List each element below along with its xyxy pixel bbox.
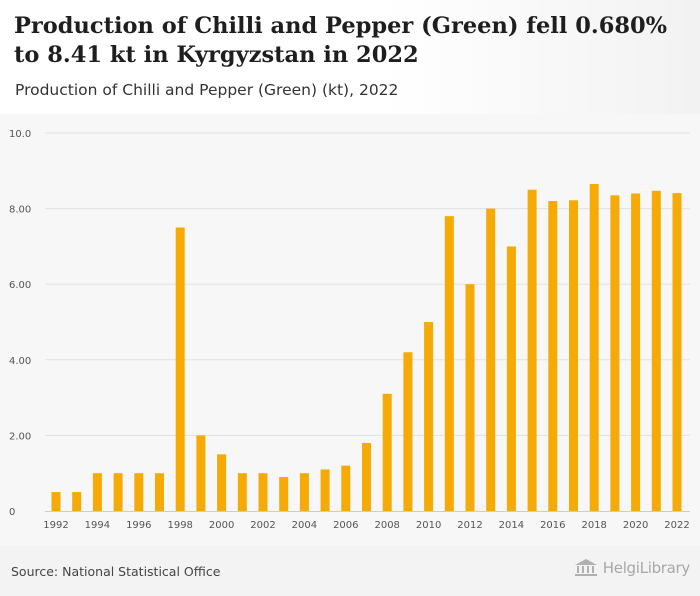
bar-2011 (444, 216, 454, 511)
bar-2017 (569, 200, 578, 511)
bars (51, 184, 682, 512)
bar-2020 (631, 193, 641, 512)
x-tick-label: 2008 (374, 520, 399, 531)
x-tick-label: 2022 (664, 520, 689, 531)
y-tick-label: 10.0 (9, 129, 31, 140)
library-building-icon (574, 559, 597, 576)
x-tick-label: 2016 (540, 520, 565, 531)
bar-chart: 0 2.00 4.00 6.00 8.00 10.0 1992 1994 1996 1998 20… (9, 129, 690, 531)
x-tick-label: 1994 (85, 520, 110, 531)
x-tick-label: 2000 (209, 520, 234, 531)
bar-2019 (610, 195, 620, 511)
x-tick-label: 2014 (499, 520, 524, 531)
bar-2012 (465, 284, 475, 511)
y-axis-ticks: 0 2.00 4.00 6.00 8.00 10.0 (9, 129, 31, 518)
x-tick-label: 1996 (126, 520, 151, 531)
y-tick-label: 0 (9, 507, 15, 518)
y-tick-label: 4.00 (9, 356, 31, 367)
bar-2004 (299, 473, 309, 511)
bar-2002 (258, 473, 268, 511)
x-tick-label: 2020 (623, 520, 648, 531)
bar-2009 (403, 352, 413, 511)
x-tick-label: 2010 (416, 520, 441, 531)
bar-1997 (155, 473, 164, 511)
bar-2005 (320, 469, 330, 511)
bar-2021 (651, 190, 661, 512)
bar-1993 (72, 492, 82, 511)
helgi-library-logo[interactable]: HelgiLibrary (573, 558, 690, 578)
chart-header: Production of Chilli and Pepper (Green) … (0, 0, 700, 114)
bar-1998 (175, 227, 185, 511)
x-tick-label: 2012 (457, 520, 482, 531)
chart-footer: Source: National Statistical Office Helg… (0, 546, 700, 596)
bar-1992 (51, 492, 61, 511)
source-note: Source: National Statistical Office (11, 564, 221, 579)
bar-2015 (527, 189, 537, 511)
x-tick-label: 2002 (250, 520, 275, 531)
y-tick-label: 6.00 (9, 280, 31, 291)
x-tick-label: 2018 (581, 520, 606, 531)
bar-2016 (548, 201, 558, 512)
bar-1999 (196, 435, 206, 511)
gridlines (45, 132, 690, 512)
x-tick-label: 2004 (292, 520, 317, 531)
y-tick-label: 2.00 (9, 431, 31, 442)
bar-2014 (506, 246, 516, 511)
x-tick-label: 2006 (333, 520, 358, 531)
bar-2007 (362, 442, 371, 511)
bar-2006 (341, 465, 351, 511)
bar-1996 (134, 473, 144, 511)
bar-2008 (382, 393, 392, 511)
bar-2003 (279, 476, 289, 511)
chart-title: Production of Chilli and Pepper (Green) … (14, 13, 668, 68)
bar-2013 (486, 208, 496, 511)
x-axis-ticks: 1992 1994 1996 1998 2000 2002 2004 2006 2008 2010… (43, 520, 689, 531)
y-tick-label: 8.00 (9, 205, 31, 216)
bar-2000 (217, 454, 227, 511)
bar-1995 (113, 473, 123, 511)
logo-text: HelgiLibrary (602, 559, 691, 577)
bar-2022 (672, 193, 682, 512)
bar-2018 (589, 184, 599, 511)
x-tick-label: 1992 (43, 520, 68, 531)
bar-2010 (424, 322, 434, 511)
bar-1994 (92, 473, 102, 511)
chart-subtitle: Production of Chilli and Pepper (Green) … (15, 81, 399, 99)
bar-2001 (237, 473, 247, 511)
x-tick-label: 1998 (167, 520, 192, 531)
